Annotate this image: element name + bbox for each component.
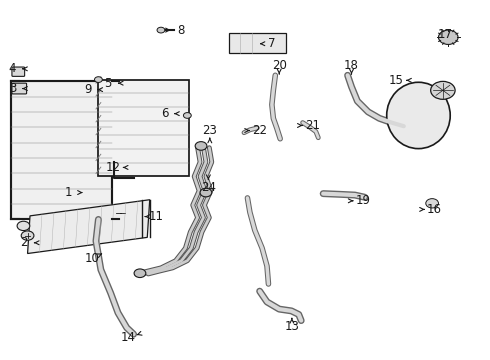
- Text: 8: 8: [177, 24, 184, 37]
- FancyBboxPatch shape: [12, 67, 24, 76]
- Text: 12: 12: [105, 161, 121, 174]
- Circle shape: [439, 30, 458, 44]
- Circle shape: [21, 231, 34, 240]
- Text: 17: 17: [438, 28, 453, 41]
- Circle shape: [183, 113, 191, 118]
- Text: 9: 9: [84, 83, 92, 96]
- Text: 2: 2: [21, 236, 28, 249]
- Text: 3: 3: [9, 82, 16, 95]
- Circle shape: [200, 188, 212, 197]
- Text: 7: 7: [268, 37, 275, 50]
- Text: 15: 15: [389, 74, 404, 87]
- FancyBboxPatch shape: [229, 33, 286, 53]
- Polygon shape: [27, 200, 150, 253]
- Text: 20: 20: [272, 59, 287, 72]
- Text: 21: 21: [305, 119, 320, 132]
- Circle shape: [17, 221, 30, 230]
- Text: 6: 6: [161, 107, 168, 120]
- Bar: [98, 80, 189, 176]
- Text: 18: 18: [344, 59, 359, 72]
- Circle shape: [431, 81, 455, 99]
- FancyBboxPatch shape: [12, 83, 26, 94]
- Text: 22: 22: [252, 124, 267, 137]
- Text: 16: 16: [427, 203, 442, 216]
- Circle shape: [95, 77, 102, 82]
- Circle shape: [195, 141, 207, 150]
- Text: 19: 19: [356, 194, 371, 207]
- Text: 14: 14: [120, 331, 135, 344]
- Text: 13: 13: [285, 320, 299, 333]
- Text: 10: 10: [85, 252, 100, 265]
- Circle shape: [134, 269, 146, 278]
- Circle shape: [426, 199, 439, 208]
- Text: 11: 11: [148, 210, 164, 223]
- Text: 24: 24: [201, 181, 216, 194]
- Circle shape: [157, 27, 165, 33]
- Text: 23: 23: [202, 124, 217, 137]
- Text: 4: 4: [9, 62, 16, 75]
- Ellipse shape: [387, 82, 450, 149]
- Bar: [11, 81, 112, 220]
- Text: 1: 1: [64, 186, 72, 199]
- Text: 5: 5: [104, 77, 112, 90]
